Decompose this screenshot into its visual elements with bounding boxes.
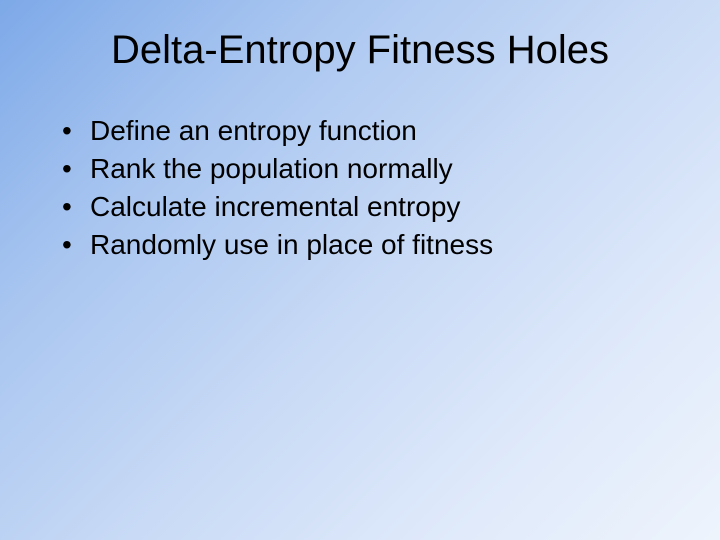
slide-container: Delta-Entropy Fitness Holes • Define an … bbox=[0, 0, 720, 540]
bullet-marker-icon: • bbox=[62, 115, 90, 147]
list-item: • Define an entropy function bbox=[62, 115, 670, 147]
list-item: • Randomly use in place of fitness bbox=[62, 229, 670, 261]
bullet-marker-icon: • bbox=[62, 229, 90, 261]
bullet-marker-icon: • bbox=[62, 153, 90, 185]
bullet-marker-icon: • bbox=[62, 191, 90, 223]
bullet-text: Rank the population normally bbox=[90, 153, 670, 185]
bullet-text: Define an entropy function bbox=[90, 115, 670, 147]
list-item: • Rank the population normally bbox=[62, 153, 670, 185]
bullet-text: Randomly use in place of fitness bbox=[90, 229, 670, 261]
bullet-text: Calculate incremental entropy bbox=[90, 191, 670, 223]
list-item: • Calculate incremental entropy bbox=[62, 191, 670, 223]
slide-title: Delta-Entropy Fitness Holes bbox=[50, 28, 670, 73]
bullet-list: • Define an entropy function • Rank the … bbox=[50, 115, 670, 261]
